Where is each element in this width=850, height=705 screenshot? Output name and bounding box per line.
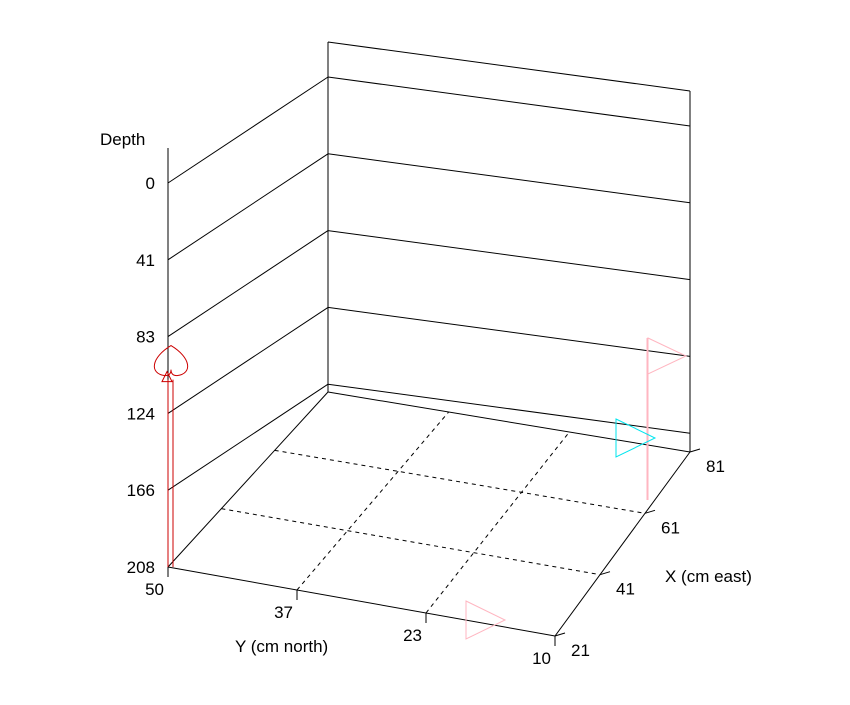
x-axis-title: X (cm east) [665,567,752,586]
point-flag-marker [647,337,688,375]
z-axis-title: Depth [100,130,145,149]
x-tick-mark [599,571,611,576]
depth-gridline-back-wall [327,230,691,281]
x-tick-label: 61 [661,518,680,537]
axis-line-y [167,566,556,637]
point-arrowhead [161,370,173,383]
depth-gridline-left-wall [167,153,329,261]
chart-box [167,41,691,637]
point-triangle-marker [615,418,657,458]
z-tick-label: 166 [127,481,155,500]
y-tick-label: 10 [532,649,551,668]
floor-gridline-y [296,411,450,591]
x-tick-label: 81 [706,457,725,476]
floor-grid [221,411,646,614]
x-tick-mark [644,509,656,514]
top-edge-back [327,41,691,92]
axis-line-x [554,451,691,637]
z-tick-label: 124 [127,404,155,423]
label-group: 0 41 83 124 166 208 50 37 23 10 21 41 61 81 [127,174,725,668]
depth-gridline-back-wall [327,383,691,434]
depth-gridline-left-wall [167,383,329,491]
floor-edge-left [167,391,329,568]
depth-gridline-left-wall [167,306,329,414]
x-tick-mark [689,448,701,453]
x-tick-label: 21 [571,641,590,660]
point-heart-marker [154,345,188,377]
floor-edge-back [327,391,691,453]
z-tick-label: 0 [146,174,155,193]
depth-gridline-back-wall [327,153,691,204]
point-triangle-marker [465,600,507,640]
y-tick-label: 37 [274,603,293,622]
floor-gridline-y [425,431,570,614]
z-tick-label: 208 [127,558,155,577]
y-tick-label: 50 [145,580,164,599]
depth-gridline-left-wall [167,230,329,338]
depth-gridline-back-wall [327,306,691,357]
tick-group [167,448,701,646]
depth-gridline-left-wall [167,76,329,184]
depth-gridline-back-wall [327,76,691,127]
point-group [154,337,688,640]
y-tick-label: 23 [403,626,422,645]
z-tick-label: 83 [136,328,155,347]
x-tick-mark [554,632,566,637]
floor-gridline-x [221,508,601,576]
y-axis-title: Y (cm north) [235,637,328,656]
x-tick-label: 41 [616,580,635,599]
z-tick-label: 41 [136,251,155,270]
floor-gridline-x [274,449,646,514]
